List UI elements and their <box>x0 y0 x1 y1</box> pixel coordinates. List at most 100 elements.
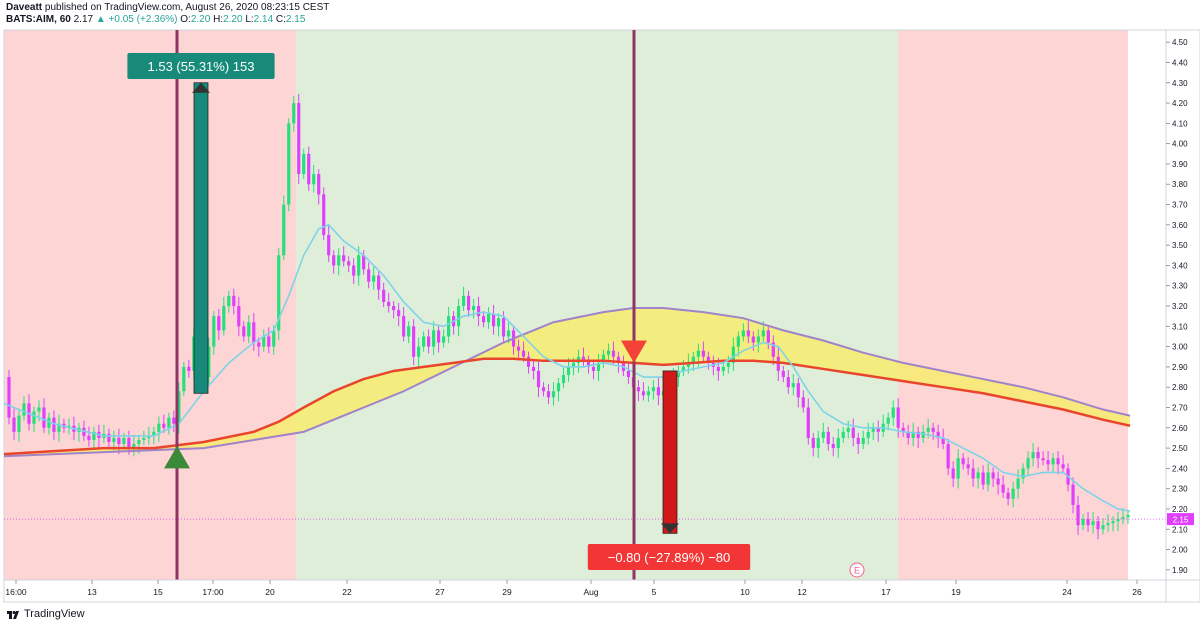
candle-up <box>551 391 556 398</box>
candle-down <box>437 330 441 343</box>
candle-up <box>756 336 760 343</box>
candle-up <box>212 316 216 347</box>
candle-down <box>327 234 331 256</box>
candle-down <box>931 427 935 432</box>
x-tick-label: 17 <box>881 587 891 597</box>
candle-up <box>691 356 695 363</box>
candle-down <box>187 366 191 371</box>
candle-down <box>946 444 950 469</box>
candle-down <box>377 275 381 290</box>
candle-up <box>506 330 511 337</box>
candle-down <box>252 322 256 343</box>
y-tick-label: 3.90 <box>1172 160 1188 169</box>
up-arrow-icon: ▲ <box>95 14 106 25</box>
candle-down <box>297 103 301 175</box>
candle-down <box>536 370 541 388</box>
candle-up <box>731 346 735 363</box>
y-tick-label: 2.00 <box>1172 546 1188 555</box>
candle-up <box>646 391 651 396</box>
x-tick-label: 16:00 <box>5 587 27 597</box>
background-zone-bullish <box>296 30 898 580</box>
candle-down <box>916 431 920 438</box>
candle-down <box>1061 464 1065 469</box>
candle-down <box>397 310 401 317</box>
candle-down <box>402 316 406 337</box>
candle-down <box>1006 492 1010 499</box>
publish-line: Daveatt published on TradingView.com, Au… <box>6 2 329 14</box>
low-label: L: <box>245 14 254 25</box>
candle-up <box>601 354 606 363</box>
candle-down <box>342 255 346 262</box>
candle-up <box>292 103 296 124</box>
candle-up <box>681 366 685 371</box>
candle-down <box>981 472 985 485</box>
ema-purple-line <box>3 307 1131 458</box>
candle-up <box>37 407 41 412</box>
candle-down <box>322 194 326 235</box>
open-value: 2.20 <box>190 14 211 25</box>
earnings-marker-icon[interactable] <box>849 562 865 578</box>
short-measure-label: −0.80 (−27.89%) −80 <box>608 550 731 565</box>
candle-down <box>307 153 311 185</box>
brand-name[interactable]: TradingView <box>24 608 85 620</box>
candle-up <box>32 411 36 424</box>
candle-up <box>167 417 171 428</box>
candle-down <box>12 417 16 432</box>
x-tick-label: 5 <box>652 587 657 597</box>
candle-up <box>247 322 251 337</box>
symbol-name[interactable]: BATS:AIM, 60 <box>6 14 71 25</box>
candle-down <box>776 356 780 371</box>
long-measure-label-box <box>127 53 275 79</box>
candle-down <box>591 366 596 371</box>
candle-up <box>312 174 316 185</box>
close-label: C: <box>275 14 286 25</box>
candle-up <box>147 435 151 438</box>
candle-down <box>771 342 775 357</box>
high-label: H: <box>213 14 224 25</box>
publisher-name[interactable]: Daveatt <box>6 2 43 13</box>
candle-up <box>496 318 501 327</box>
y-tick-label: 2.90 <box>1172 363 1188 372</box>
candle-up <box>561 375 566 384</box>
candle-down <box>996 478 1000 485</box>
last-price: 2.17 <box>73 14 94 25</box>
footer: TradingView <box>6 606 85 622</box>
candle-up <box>1051 458 1055 465</box>
candle-down <box>531 366 536 371</box>
candle-up <box>422 336 426 347</box>
candle-up <box>571 362 576 367</box>
candle-down <box>412 326 416 357</box>
y-tick-label: 4.20 <box>1172 99 1188 108</box>
x-tick-label: 20 <box>265 587 275 597</box>
ema-red-line <box>3 357 1131 456</box>
candle-up <box>1116 519 1120 522</box>
candle-up <box>1011 488 1015 499</box>
candle-up <box>556 383 561 392</box>
down-arrow-icon <box>661 523 679 534</box>
candle-up <box>57 423 61 432</box>
candle-up <box>137 439 141 445</box>
candle-down <box>237 306 241 327</box>
candle-down <box>476 306 481 317</box>
x-tick-label: 29 <box>502 587 512 597</box>
candle-up <box>182 366 186 392</box>
x-tick-label: 19 <box>951 587 961 597</box>
y-tick-label: 2.30 <box>1172 485 1188 494</box>
candle-down <box>1096 521 1100 530</box>
candle-up <box>926 427 930 432</box>
candle-down <box>626 370 631 378</box>
y-tick-label: 3.40 <box>1172 261 1188 270</box>
candle-down <box>1001 484 1005 493</box>
candle-up <box>741 330 745 337</box>
short-measure-label-box <box>587 544 751 570</box>
candle-down <box>1041 458 1045 461</box>
candle-up <box>177 391 181 424</box>
candle-down <box>541 387 546 392</box>
candle-down <box>427 336 431 347</box>
background-zone-bearish <box>4 30 296 580</box>
candle-down <box>951 468 955 479</box>
candle-down <box>392 306 396 311</box>
candle-up <box>122 437 126 445</box>
candle-up <box>372 275 376 282</box>
